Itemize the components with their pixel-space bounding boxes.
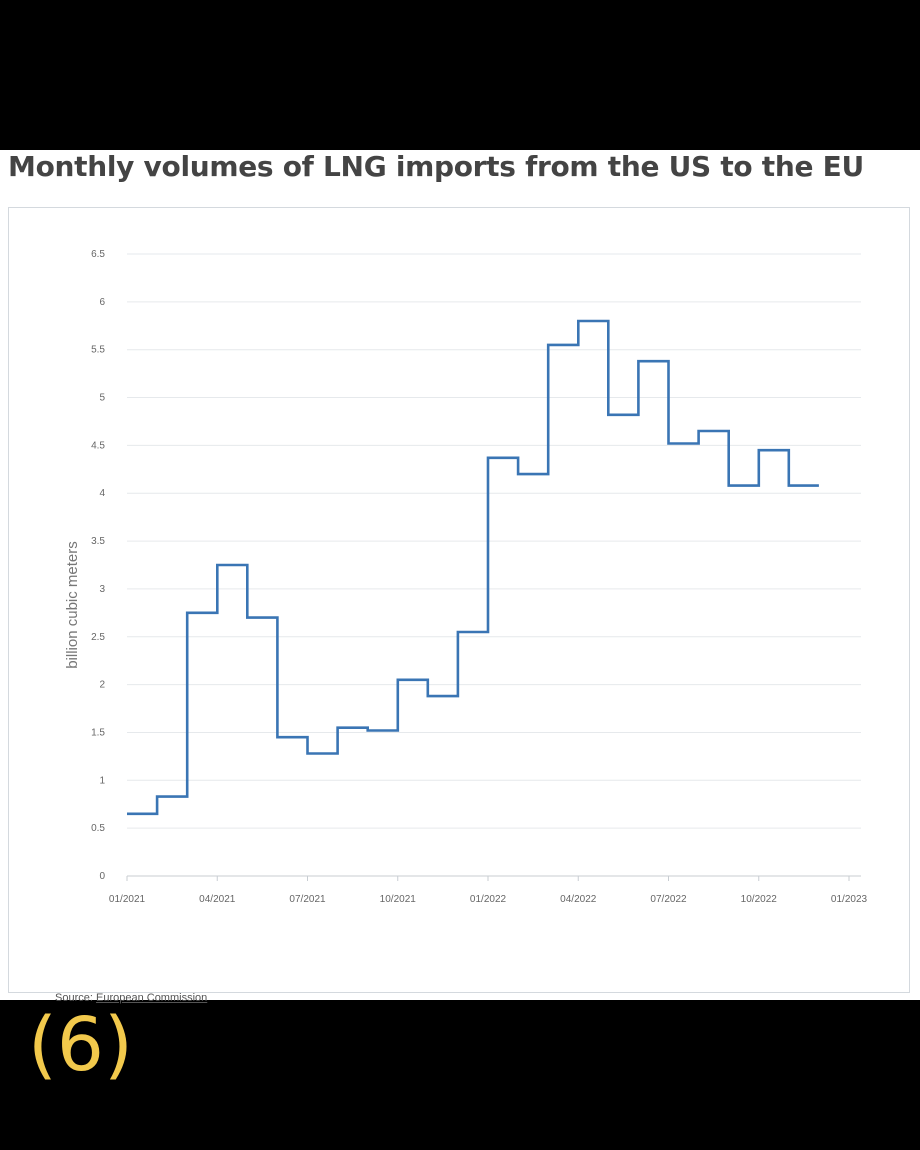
y-tick-label: 3.5: [91, 536, 105, 547]
y-tick-label: 6: [99, 297, 105, 308]
x-tick-label: 01/2023: [831, 894, 868, 905]
x-tick-label: 10/2022: [741, 894, 778, 905]
y-tick-label: 5: [99, 393, 105, 404]
y-tick-label: 1.5: [91, 727, 105, 738]
y-tick-label: 0.5: [91, 823, 105, 834]
x-tick-label: 01/2022: [470, 894, 507, 905]
series-line: [127, 319, 819, 816]
y-tick-label: 2: [99, 680, 105, 691]
x-tick-label: 04/2022: [560, 894, 597, 905]
y-tick-label: 4: [99, 488, 105, 499]
y-tick-label: 2.5: [91, 632, 105, 643]
x-tick-label: 01/2021: [109, 894, 146, 905]
y-tick-label: 4.5: [91, 440, 105, 451]
source-link[interactable]: European Commission: [95, 992, 208, 1004]
grid-lines: [127, 253, 861, 877]
x-tick-label: 07/2021: [289, 894, 326, 905]
chart-box: 0 0.5 1 1.5 2 2.5 3 3.5 4 4.5 5 5.5 6 6.5 01/2021 04/2…: [8, 207, 910, 1004]
x-tick-label: 10/2021: [380, 894, 417, 905]
chart-title: Monthly volumes of LNG imports from the …: [8, 150, 864, 183]
series-group: [127, 319, 819, 816]
y-tick-label: 3: [99, 584, 105, 595]
figure-caption: (6): [28, 1002, 133, 1088]
source-note: Source: European Commission: [55, 992, 207, 1004]
y-axis-label: billion cubic meters: [64, 541, 81, 669]
y-tick-label: 5.5: [91, 345, 105, 356]
y-tick-label: 1: [99, 775, 105, 786]
chart-svg: 0 0.5 1 1.5 2 2.5 3 3.5 4 4.5 5 5.5 6 6.5 01/2021 04/2…: [64, 249, 868, 905]
source-prefix: Source:: [55, 992, 93, 1004]
x-tick-labels: 01/2021 04/2021 07/2021 10/2021 01/2022 04/20…: [109, 876, 868, 905]
y-tick-label: 0: [99, 871, 105, 882]
chart-panel: Monthly volumes of LNG imports from the …: [0, 150, 920, 1004]
x-tick-label: 07/2022: [650, 894, 687, 905]
y-tick-label: 6.5: [91, 249, 105, 260]
y-tick-labels: 0 0.5 1 1.5 2 2.5 3 3.5 4 4.5 5 5.5 6 6.5: [91, 249, 105, 882]
x-tick-label: 04/2021: [199, 894, 236, 905]
